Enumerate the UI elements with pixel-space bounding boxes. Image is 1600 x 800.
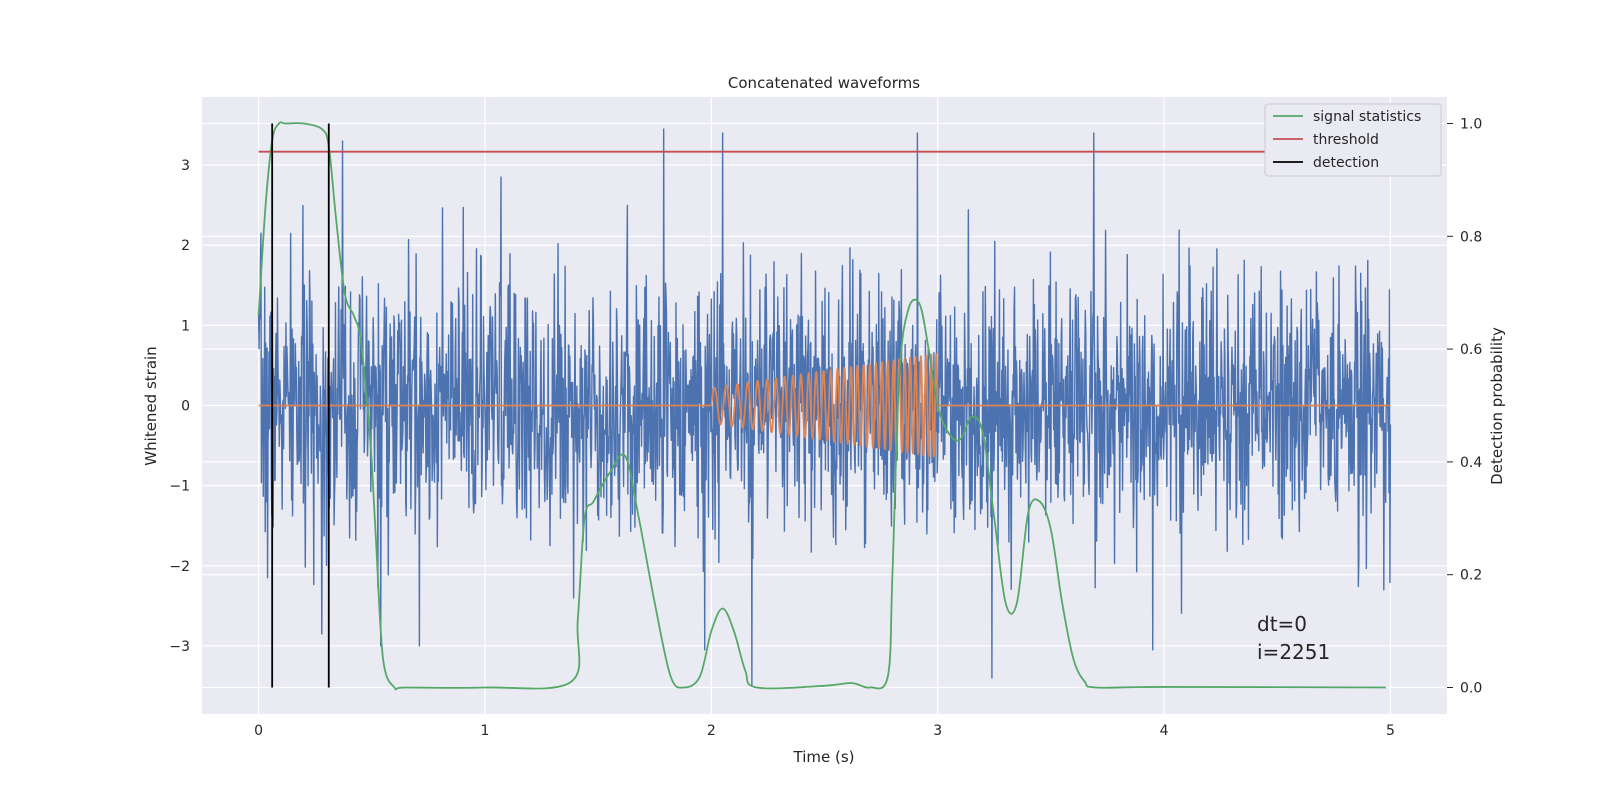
legend: signal statistics threshold detection [1264,103,1442,177]
y-tick-label: 3 [181,158,190,174]
y2-tick-label: 1.0 [1460,117,1482,133]
y2-tick-label: 0.4 [1460,455,1482,471]
y-tick-label: 1 [181,318,190,334]
y2-tick-label: 0.6 [1460,342,1482,358]
legend-label-threshold: threshold [1313,132,1379,148]
chart-title: Concatenated waveforms [728,74,920,92]
y-axis-title: Whitened strain [142,346,160,465]
y-tick-label: −2 [169,559,190,575]
y-tick-label: 0 [181,399,190,415]
annotation-dt: dt=0 [1257,612,1307,636]
data-layer [257,121,1392,691]
annotation-index: i=2251 [1257,640,1330,664]
x-tick-label: 1 [480,723,489,739]
x-axis-title: Time (s) [793,748,855,766]
legend-label-detection: detection [1313,155,1379,171]
y-tick-label: −1 [169,479,190,495]
strain-series [257,128,1392,687]
legend-label-signal-statistics: signal statistics [1313,109,1421,125]
y-tick-label: −3 [169,639,190,655]
y2-tick-label: 0.8 [1460,229,1482,245]
injection-series [258,352,1391,458]
y2-tick-label: 0.0 [1460,680,1482,696]
y2-axis-title: Detection probability [1488,327,1506,485]
y-tick-label: 2 [181,238,190,254]
x-tick-label: 0 [254,723,263,739]
x-tick-label: 3 [933,723,942,739]
y2-tick-label: 0.2 [1460,568,1482,584]
signal-statistics-series [257,121,1386,691]
x-tick-label: 5 [1386,723,1395,739]
x-tick-label: 4 [1160,723,1169,739]
legend-box [1264,103,1442,177]
x-tick-label: 2 [707,723,716,739]
axes: 0 1 2 3 4 5 −3 −2 −1 0 1 2 3 0.0 0.2 0.4 0.6 0.8 1.0 [169,117,1482,739]
